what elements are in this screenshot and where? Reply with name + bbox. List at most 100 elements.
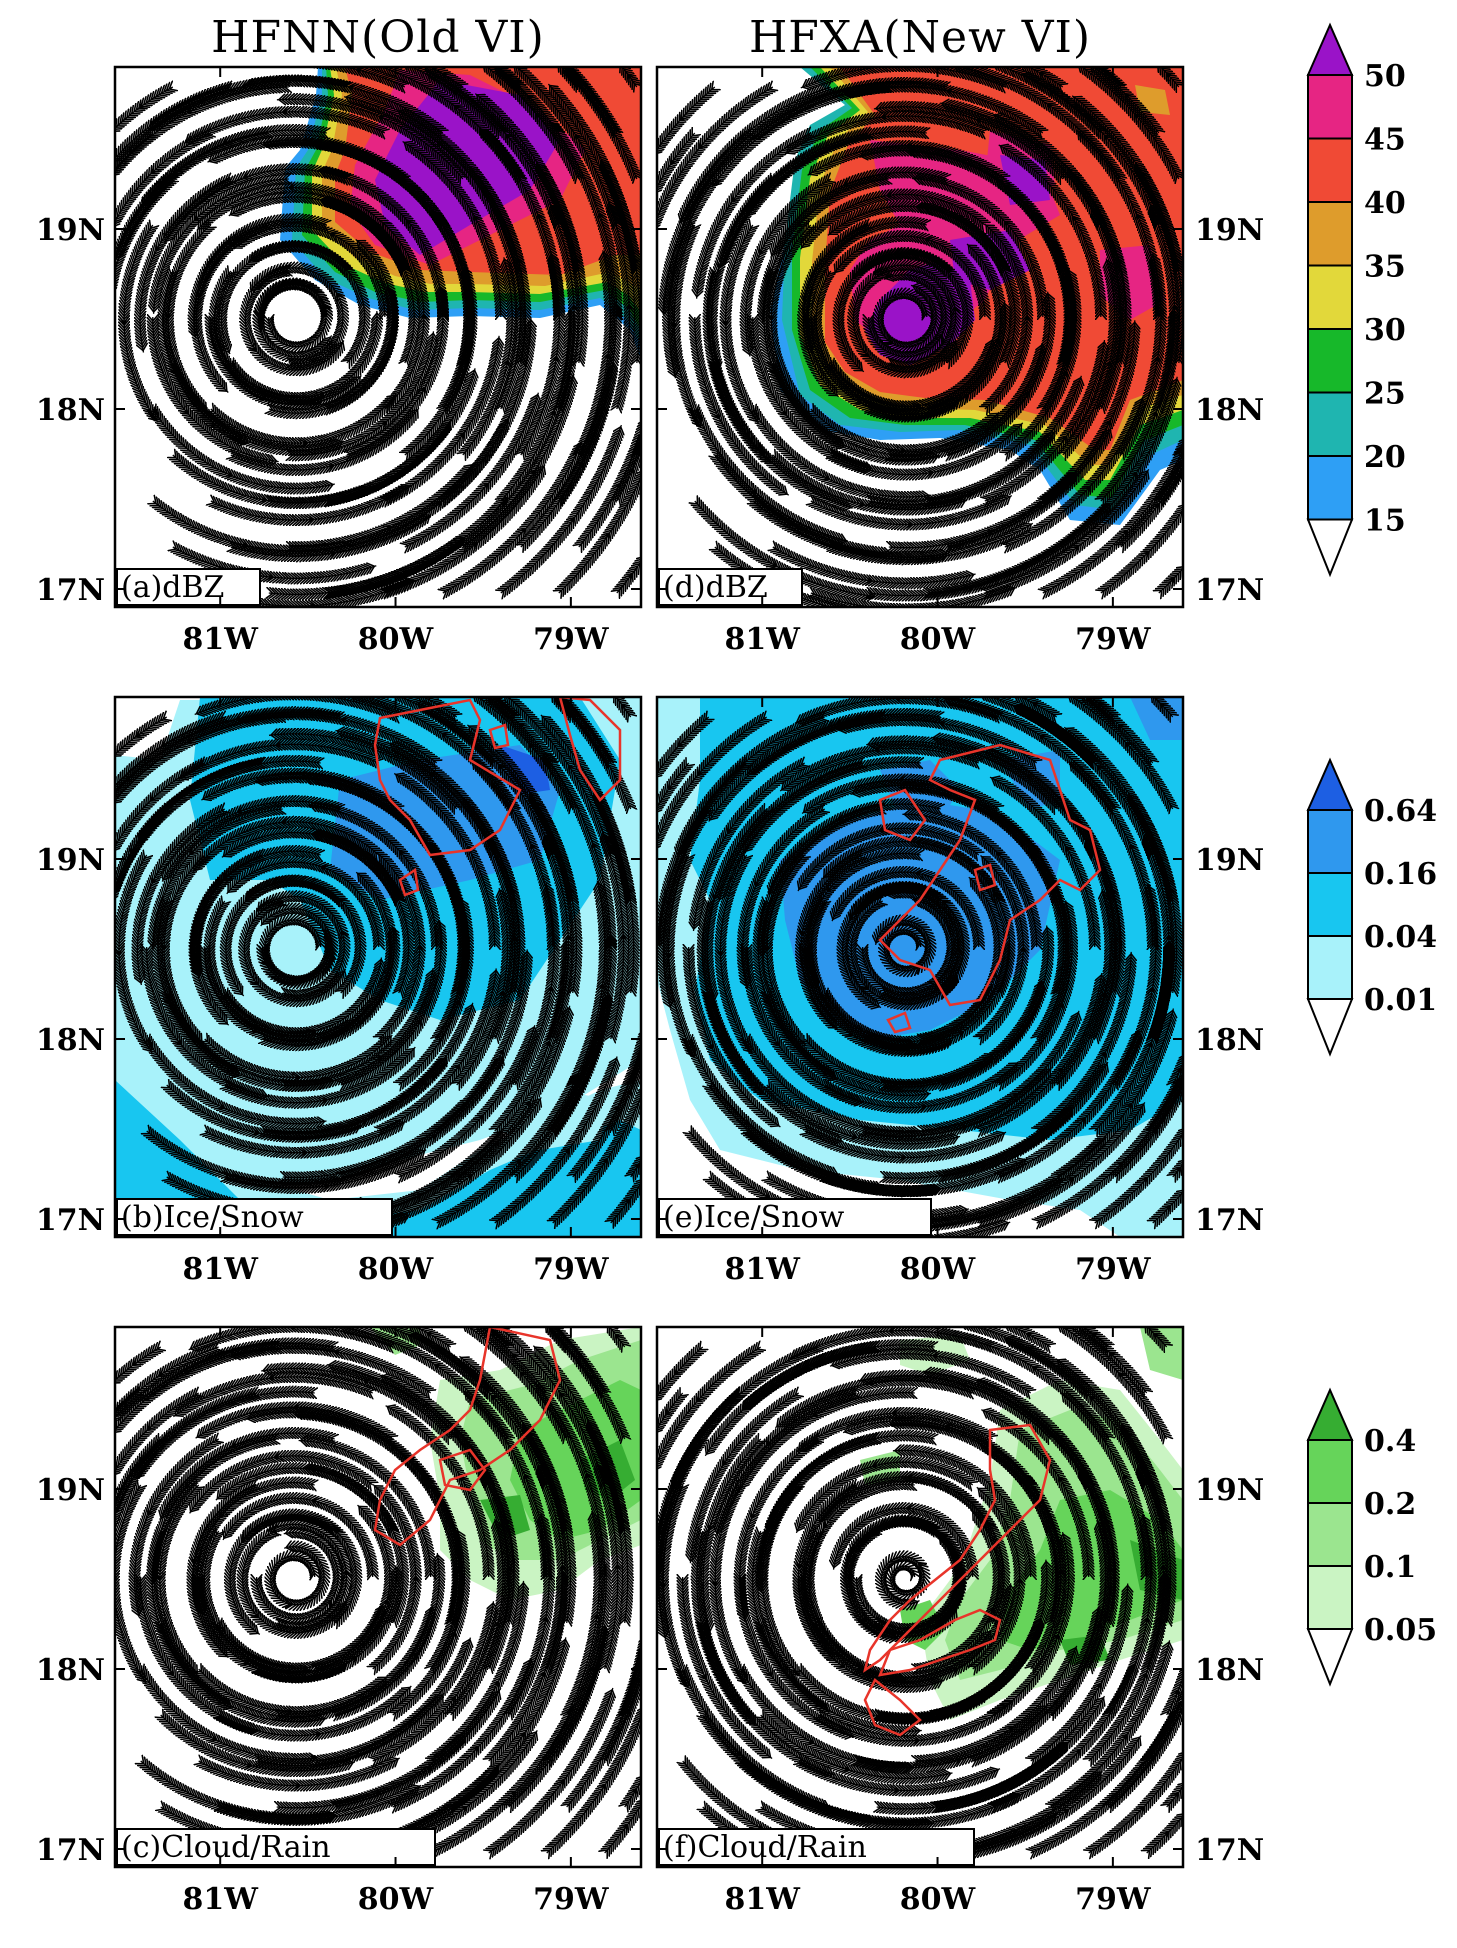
colorbar-label: 40 [1364, 186, 1406, 221]
panel-a-fill [115, 67, 641, 607]
panel-d-fill [657, 67, 1183, 607]
streamline-arrow [340, 716, 350, 725]
streamline-arrow [619, 933, 628, 943]
panel-b: (b)Ice/Snow [113, 695, 643, 1239]
streamline-arrow [624, 573, 633, 583]
y-tick-label: 17N [36, 573, 105, 608]
colorbar-segment [1307, 201, 1353, 267]
x-tick-label: 81W [182, 1252, 259, 1287]
x-tick-label: 79W [533, 1252, 610, 1287]
streamline-arrow [1165, 577, 1175, 587]
x-tick-label: 80W [358, 1882, 435, 1917]
colorbar-label: 0.05 [1364, 1613, 1437, 1648]
panel-c-label: (c)Cloud/Rain [121, 1830, 331, 1865]
streamline-arrow [625, 303, 634, 313]
y-tick-label: 18N [1195, 393, 1264, 428]
x-tick-label: 79W [533, 1882, 610, 1917]
streamline-arrow [355, 67, 365, 76]
streamline-arrow [613, 1563, 623, 1573]
panel-a-label: (a)dBZ [121, 570, 224, 605]
panel-f-label-box: (f)Cloud/Rain [658, 1828, 975, 1866]
x-tick-label: 80W [358, 1252, 435, 1287]
colorbar-label: 20 [1364, 440, 1406, 475]
colorbar-segment [1307, 137, 1353, 203]
y-tick-label: 19N [1195, 213, 1264, 248]
panel-f-fill [657, 1327, 1183, 1867]
panel-c: (c)Cloud/Rain [113, 1325, 643, 1869]
colorbar-label: 50 [1364, 59, 1406, 94]
colorbar-label: 0.04 [1364, 920, 1437, 955]
y-tick-label: 17N [1195, 573, 1264, 608]
colorbar-label: 35 [1364, 250, 1406, 285]
colorbar-bottom-extension [1306, 998, 1354, 1057]
streamline-arrow [900, 1236, 901, 1237]
streamline-arrow [1139, 1177, 1149, 1187]
colorbar-label: 30 [1364, 313, 1406, 348]
y-tick-label: 19N [36, 843, 105, 878]
colorbar-label: 0.64 [1364, 794, 1437, 829]
streamline-arrow [622, 1198, 631, 1208]
streamline-arrow [597, 1783, 606, 1793]
streamline-arrow [903, 67, 911, 71]
streamline [1147, 1812, 1183, 1853]
colorbar-segment [1307, 872, 1353, 937]
panel-e-label-box: (e)Ice/Snow [658, 1198, 932, 1236]
x-tick-label: 80W [900, 1882, 977, 1917]
panel-e-streamlines [657, 697, 1183, 1237]
panel-f-label: (f)Cloud/Rain [663, 1830, 867, 1865]
panel-a-label-box: (a)dBZ [116, 568, 261, 606]
streamline-arrow [658, 1579, 668, 1589]
y-tick-label: 17N [1195, 1833, 1264, 1868]
colorbar-segment [1307, 328, 1353, 394]
colorbar-segment [1307, 455, 1353, 521]
column-title-old-vi: HFNN(Old VI) [211, 12, 545, 63]
colorbar-bottom-extension [1306, 1628, 1354, 1687]
streamline-arrow [306, 601, 316, 607]
streamline [559, 468, 641, 593]
colorbar-dbz: 50 45 40 35 30 25 20 15 [1306, 22, 1406, 578]
x-tick-label: 80W [900, 622, 977, 657]
y-tick-label: 18N [1195, 1023, 1264, 1058]
column-title-new-vi: HFXA(New VI) [749, 12, 1091, 63]
panel-d-label: (d)dBZ [663, 570, 768, 605]
panel-f: (f)Cloud/Rain [655, 1325, 1185, 1869]
panel-f-streamlines [657, 1327, 1183, 1867]
streamline-arrow [664, 949, 673, 959]
colorbar-label: 15 [1364, 504, 1406, 539]
colorbar-label: 0.01 [1364, 983, 1437, 1018]
y-tick-label: 19N [36, 213, 105, 248]
streamline [115, 1485, 147, 1684]
panel-a: (a)dBZ [113, 65, 643, 609]
x-tick-label: 79W [1075, 1252, 1152, 1287]
colorbar-top-extension [1306, 757, 1354, 811]
streamline-arrow [669, 319, 679, 329]
colorbar-segment [1307, 935, 1353, 1000]
streamline-arrow [347, 84, 358, 93]
colorbar-label: 0.4 [1364, 1424, 1416, 1459]
panel-e: (e)Ice/Snow [655, 695, 1185, 1239]
x-tick-label: 81W [724, 1882, 801, 1917]
streamline-arrow [289, 1327, 298, 1332]
colorbar-label: 0.16 [1364, 857, 1437, 892]
colorbar-segment [1307, 74, 1353, 140]
streamline-arrow [894, 697, 904, 703]
streamline-arrow [1159, 1564, 1168, 1574]
x-tick-label: 79W [533, 622, 610, 657]
x-tick-label: 79W [1075, 1882, 1152, 1917]
y-tick-label: 18N [36, 393, 105, 428]
x-tick-label: 81W [182, 622, 259, 657]
colorbar-segment [1307, 809, 1353, 874]
y-tick-label: 19N [1195, 843, 1264, 878]
streamline-arrow [619, 1823, 629, 1834]
colorbar-label: 25 [1364, 377, 1406, 412]
y-tick-label: 19N [36, 1473, 105, 1508]
colorbar-bottom-extension [1306, 518, 1354, 578]
colorbar-top-extension [1306, 1387, 1354, 1441]
x-tick-label: 80W [900, 1252, 977, 1287]
panel-c-label-box: (c)Cloud/Rain [116, 1828, 436, 1866]
panel-a-streamlines [115, 67, 641, 607]
panel-d-streamlines [657, 67, 1183, 607]
streamline-arrow [1140, 550, 1150, 560]
colorbar-ice: 0.64 0.16 0.04 0.01 [1306, 757, 1437, 1057]
